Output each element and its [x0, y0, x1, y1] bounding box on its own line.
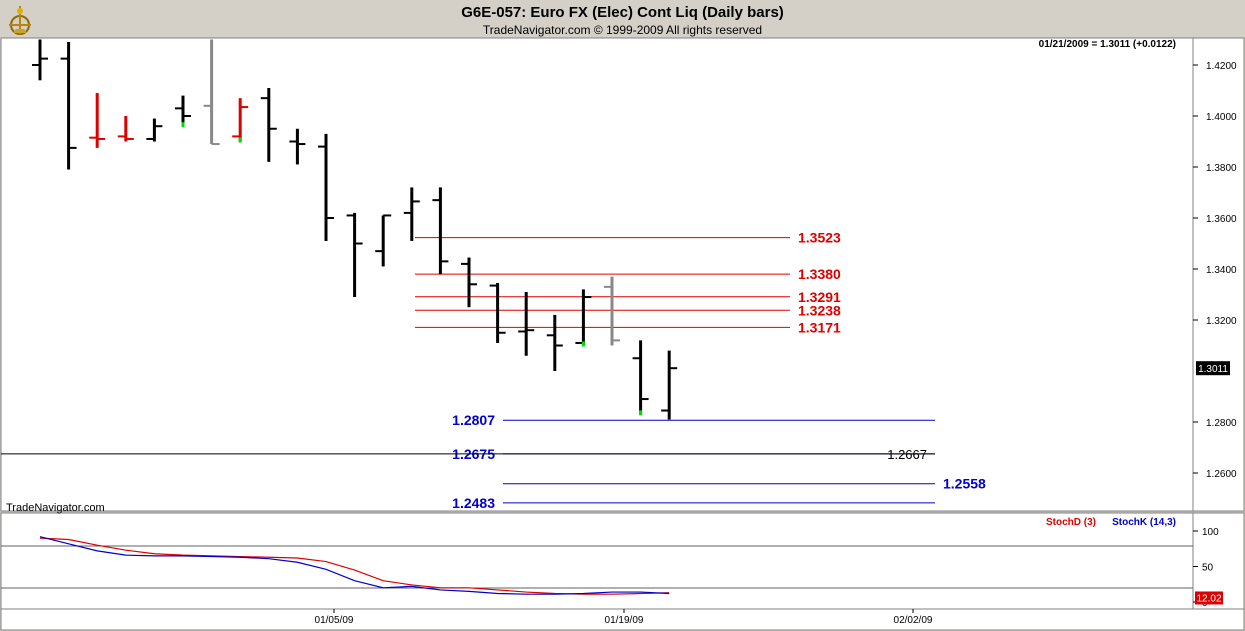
- ohlc-bar: [489, 283, 506, 343]
- level-label: 1.3380: [798, 266, 841, 282]
- level-label: 1.3238: [798, 302, 841, 318]
- ohlc-bar: [375, 214, 392, 267]
- price-tick-label: 1.4000: [1206, 112, 1237, 123]
- ohlc-bar: [117, 116, 134, 142]
- ohlc-bar: [461, 257, 477, 308]
- ohlc-bar: [432, 187, 449, 275]
- stoch-tick-label: 50: [1202, 563, 1214, 574]
- ohlc-bar: [575, 289, 592, 347]
- price-tick-label: 1.3800: [1206, 163, 1237, 174]
- ohlc-bar: [318, 133, 334, 241]
- price-axis: [1192, 37, 1245, 512]
- ohlc-bar: [632, 340, 649, 416]
- ohlc-bar: [289, 128, 306, 165]
- ohlc-bar: [32, 39, 48, 81]
- watermark: TradeNavigator.com: [6, 502, 105, 514]
- ohlc-bar: [260, 87, 277, 162]
- price-tick-label: 1.2600: [1206, 469, 1237, 480]
- copyright-line: TradeNavigator.com © 1999-2009 All right…: [482, 23, 763, 37]
- date-tick-label: 01/19/09: [605, 615, 644, 626]
- stoch-last-label: 12.02: [1196, 593, 1221, 604]
- ohlc-bar: [89, 93, 106, 148]
- last-price-label: 1.3011: [1198, 364, 1228, 375]
- price-tick-label: 1.3200: [1206, 316, 1237, 327]
- level-label: 1.2558: [943, 476, 986, 492]
- ohlc-bar: [146, 118, 163, 142]
- legend-stochd: StochD (3): [1046, 517, 1096, 528]
- stoch-tick-label: 100: [1202, 527, 1219, 538]
- stoch-last-box: [1195, 591, 1223, 605]
- chart-title: G6E-057: Euro FX (Elec) Cont Liq (Daily …: [461, 4, 784, 21]
- ohlc-bar: [60, 42, 77, 170]
- ohlc-bar: [232, 98, 249, 143]
- ohlc-bar: [518, 291, 535, 356]
- date-tick-label: 01/05/09: [315, 615, 354, 626]
- ohlc-bar: [203, 39, 220, 146]
- price-tick-label: 1.2800: [1206, 418, 1237, 429]
- ohlc-bar: [546, 314, 563, 371]
- ohlc-bar: [175, 95, 191, 128]
- level-label: 1.2483: [452, 495, 495, 511]
- price-tick-label: 1.4200: [1206, 61, 1237, 72]
- last-price-box: [1196, 361, 1230, 376]
- price-readout: 01/21/2009 = 1.3011 (+0.0122): [1039, 39, 1176, 50]
- stoch-series-line: [39, 536, 670, 595]
- level-label: 1.3291: [798, 289, 841, 305]
- tradenavigator-logo-icon: [3, 3, 37, 37]
- legend-stochk: StochK (14,3): [1112, 517, 1176, 528]
- black-level-label: 1.2667: [887, 447, 927, 462]
- ohlc-bar: [346, 212, 363, 298]
- date-tick-label: 02/02/09: [894, 615, 933, 626]
- ohlc-bar: [604, 276, 620, 346]
- level-label: 1.3171: [798, 319, 841, 335]
- ohlc-bar: [403, 187, 420, 241]
- level-label: 1.2807: [452, 412, 495, 428]
- level-label: 1.3523: [798, 230, 841, 246]
- ohlc-bar: [661, 350, 678, 420]
- date-axis: [0, 608, 1245, 631]
- price-tick-label: 1.3400: [1206, 265, 1237, 276]
- price-tick-label: 1.3600: [1206, 214, 1237, 225]
